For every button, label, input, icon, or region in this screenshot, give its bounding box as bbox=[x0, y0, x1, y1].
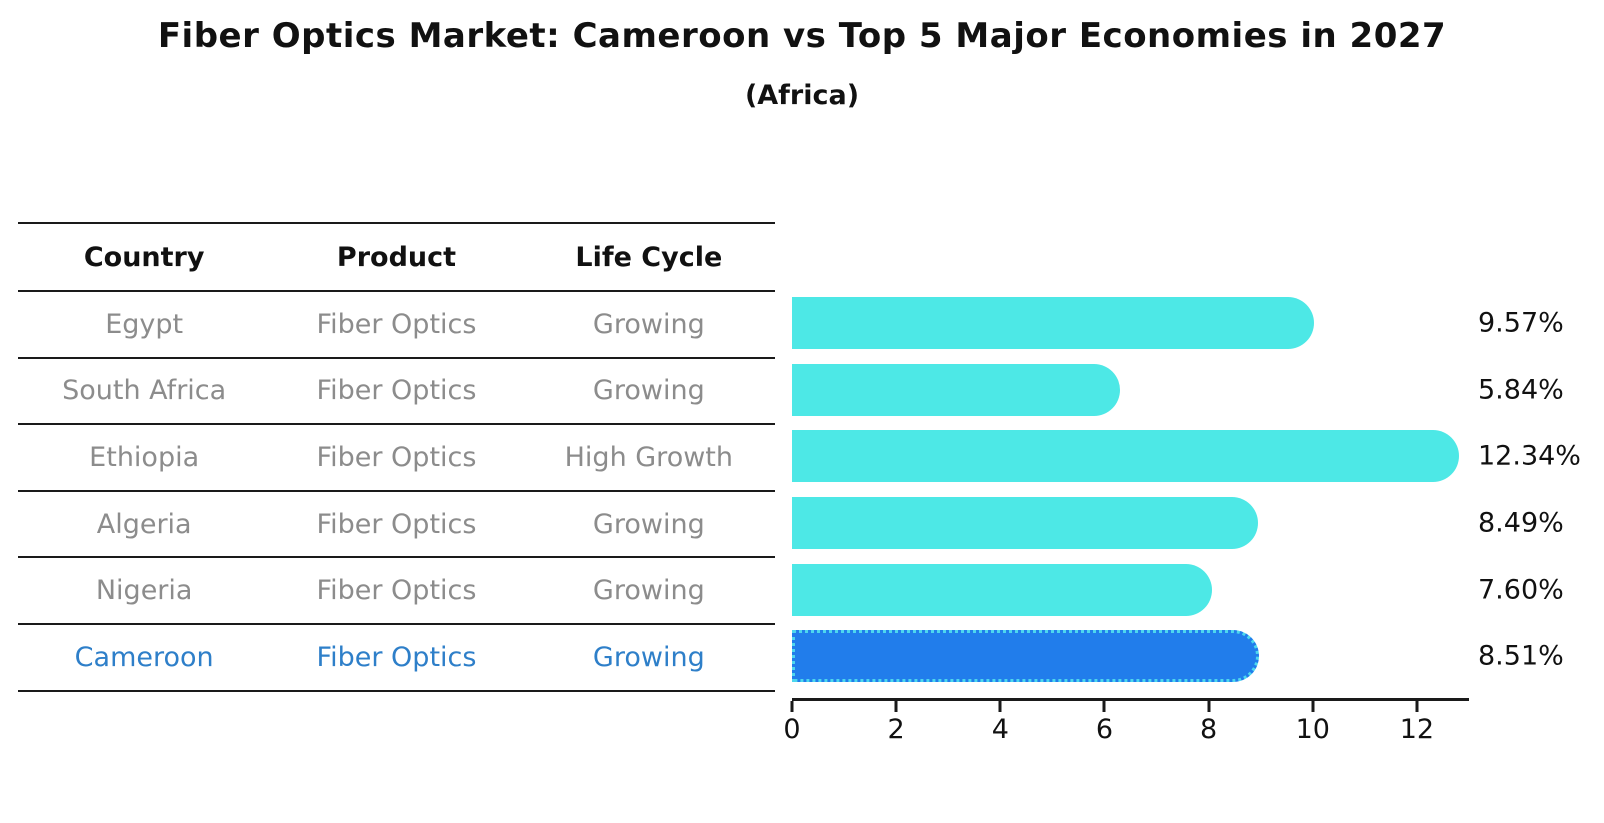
product-cell: Fiber Optics bbox=[316, 308, 477, 340]
product-cell: Fiber Optics bbox=[316, 575, 477, 607]
bar-row: 5.84% bbox=[792, 357, 1564, 424]
product-cell: Fiber Optics bbox=[316, 375, 477, 407]
value-label: 5.84% bbox=[1478, 374, 1564, 406]
column-header-life-cycle: Life Cycle bbox=[575, 241, 723, 273]
axis-tick-label: 2 bbox=[887, 714, 905, 745]
axis-tick-label: 0 bbox=[783, 714, 801, 745]
life-cycle-cell: Growing bbox=[592, 575, 705, 607]
x-axis: 0 2 4 6 8 10 12 bbox=[783, 698, 1469, 748]
x-axis-line bbox=[792, 698, 1469, 701]
bar-row: 9.57% bbox=[792, 290, 1564, 357]
country-cell: Cameroon bbox=[74, 641, 214, 673]
axis-tick bbox=[1311, 701, 1315, 712]
bar-plot-area: 9.57% 5.84% 12.34% 8.49% 7.60% 8.51% bbox=[792, 290, 1581, 690]
bar bbox=[792, 563, 1212, 616]
table-row: Nigeria Fiber Optics Growing bbox=[18, 558, 775, 625]
axis-tick-label: 10 bbox=[1295, 714, 1330, 745]
country-cell: Egypt bbox=[105, 308, 184, 340]
country-cell: South Africa bbox=[62, 375, 227, 407]
chart-subtitle: (Africa) bbox=[744, 80, 860, 111]
axis-tick-label: 6 bbox=[1095, 714, 1114, 745]
bar-row: 7.60% bbox=[792, 556, 1564, 623]
bar bbox=[792, 363, 1121, 416]
bar-highlight bbox=[792, 630, 1260, 683]
product-cell: Fiber Optics bbox=[316, 441, 477, 473]
column-header-product: Product bbox=[336, 241, 457, 273]
table-row: South Africa Fiber Optics Growing bbox=[18, 359, 775, 426]
product-cell: Fiber Optics bbox=[316, 641, 477, 673]
axis-tick bbox=[1102, 701, 1106, 712]
chart-title: Fiber Optics Market: Cameroon vs Top 5 M… bbox=[157, 16, 1447, 56]
bar bbox=[792, 497, 1259, 550]
axis-tick-label: 8 bbox=[1200, 714, 1218, 745]
product-cell: Fiber Optics bbox=[316, 508, 477, 540]
country-cell: Algeria bbox=[96, 508, 192, 540]
bar-row: 12.34% bbox=[792, 423, 1581, 490]
bar bbox=[792, 297, 1315, 350]
axis-tick bbox=[1207, 701, 1211, 712]
table-row: Algeria Fiber Optics Growing bbox=[18, 492, 775, 559]
life-cycle-cell: Growing bbox=[592, 508, 705, 540]
value-label: 8.49% bbox=[1478, 507, 1564, 539]
life-cycle-cell: Growing bbox=[592, 641, 705, 673]
axis-tick-label: 12 bbox=[1399, 714, 1435, 745]
column-header-country: Country bbox=[83, 241, 205, 273]
life-cycle-cell: Growing bbox=[592, 375, 705, 407]
table-row: Ethiopia Fiber Optics High Growth bbox=[18, 425, 775, 492]
country-table: Country Product Life Cycle Egypt Fiber Op… bbox=[18, 222, 775, 692]
bar-row: 8.49% bbox=[792, 490, 1564, 557]
axis-tick bbox=[790, 701, 794, 712]
value-label: 9.57% bbox=[1478, 307, 1564, 339]
axis-tick-label: 4 bbox=[991, 714, 1009, 745]
life-cycle-cell: Growing bbox=[592, 308, 705, 340]
table-row: Cameroon Fiber Optics Growing bbox=[18, 625, 775, 692]
country-cell: Nigeria bbox=[95, 575, 193, 607]
value-label: 8.51% bbox=[1478, 640, 1564, 672]
axis-tick bbox=[1415, 701, 1419, 712]
table-body: Egypt Fiber Optics Growing South Africa Fibe… bbox=[18, 292, 775, 692]
value-label: 7.60% bbox=[1478, 574, 1564, 606]
axis-tick bbox=[894, 701, 898, 712]
table-header-row: Country Product Life Cycle bbox=[18, 222, 775, 292]
life-cycle-cell: High Growth bbox=[564, 441, 733, 473]
axis-tick bbox=[998, 701, 1002, 712]
bar bbox=[792, 430, 1459, 483]
bar-row: 8.51% bbox=[792, 623, 1564, 690]
country-cell: Ethiopia bbox=[89, 441, 200, 473]
value-label: 12.34% bbox=[1478, 440, 1581, 472]
table-row: Egypt Fiber Optics Growing bbox=[18, 292, 775, 359]
